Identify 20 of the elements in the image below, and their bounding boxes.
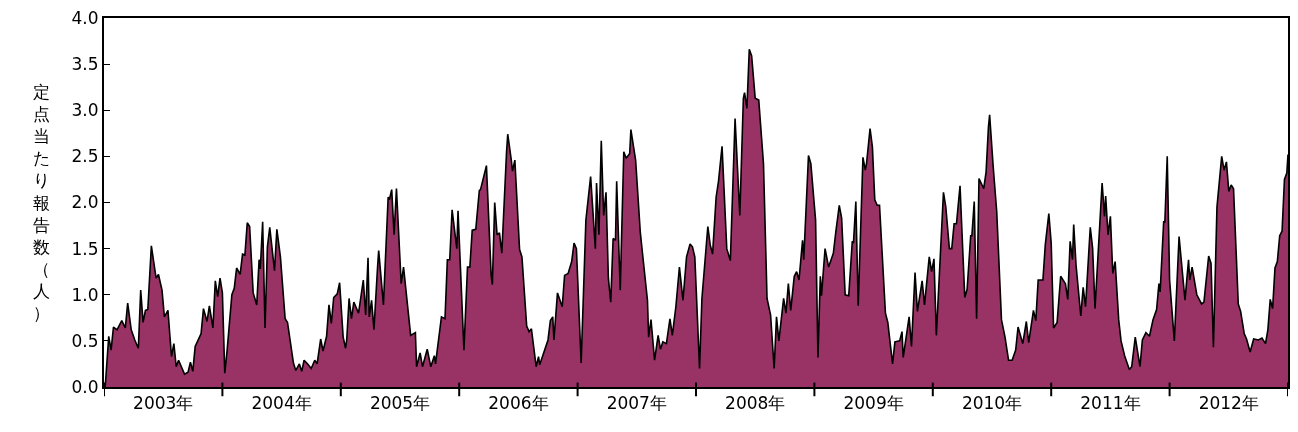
x-tick-label: 2007年 <box>606 393 667 414</box>
y-tick-label: 2.5 <box>71 146 99 167</box>
y-tick-label: 2.0 <box>71 192 99 213</box>
y-tick-label: 3.0 <box>71 100 99 121</box>
x-tick-label: 2003年 <box>133 393 194 414</box>
y-tick-label: 3.5 <box>71 54 99 75</box>
x-tick-label: 2004年 <box>251 393 312 414</box>
x-tick-label: 2008年 <box>725 393 786 414</box>
x-tick-label: 2012年 <box>1198 393 1259 414</box>
y-tick-label: 4.0 <box>71 7 99 28</box>
y-tick-label: 1.0 <box>71 284 99 305</box>
x-tick-label: 2010年 <box>961 393 1023 414</box>
x-tick-label: 2009年 <box>843 393 904 414</box>
x-tick-label: 2006年 <box>488 393 549 414</box>
y-tick-label: 1.5 <box>71 238 99 259</box>
x-tick-label: 2011年 <box>1080 393 1141 414</box>
y-tick-label: 0.0 <box>71 376 99 397</box>
y-tick-label: 0.5 <box>71 330 99 351</box>
x-tick-label: 2005年 <box>369 393 431 414</box>
text: 定点当たり報告数（人） <box>33 82 50 323</box>
